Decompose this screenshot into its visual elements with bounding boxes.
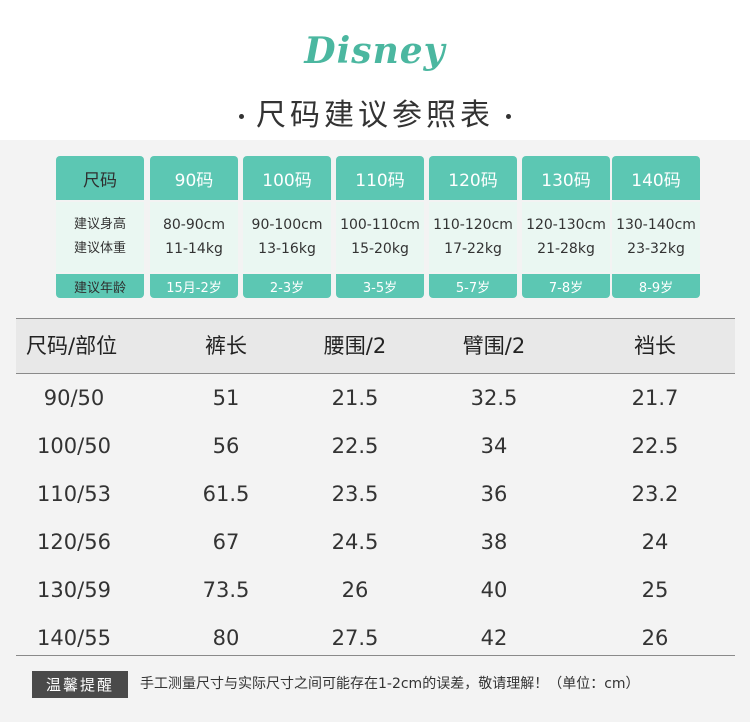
size-head: 100码 [243,156,331,200]
cell-size: 100/50 [37,434,111,458]
cell-waist: 26 [341,578,369,602]
size-height: 90-100cm [251,217,323,233]
size-grid-label-mid: 建议身高 建议体重 [56,202,144,272]
cell-crotch: 23.2 [631,482,679,506]
cell-crotch: 25 [641,578,669,602]
size-height: 100-110cm [340,217,420,233]
size-height: 110-120cm [433,217,513,233]
cell-pants-length: 56 [212,434,240,458]
label-weight: 建议体重 [73,241,126,256]
size-head: 130码 [522,156,610,200]
cell-size: 140/55 [37,626,111,650]
cell-pants-length: 51 [212,386,240,410]
notice-text: 手工测量尺寸与实际尺寸之间可能存在1-2cm的误差，敬请理解！（单位：cm） [140,676,640,692]
size-height: 130-140cm [616,217,696,233]
size-weight: 17-22kg [444,241,502,257]
disney-logo: Disney [304,30,446,72]
size-head: 90码 [150,156,238,200]
cell-size: 120/56 [37,530,111,554]
cell-waist: 22.5 [331,434,379,458]
size-age: 15月-2岁 [150,274,238,298]
title-text: 尺码建议参照表 [256,98,494,133]
size-weight: 15-20kg [351,241,409,257]
cell-crotch: 22.5 [631,434,679,458]
cell-arm: 34 [480,434,508,458]
cell-waist: 27.5 [331,626,379,650]
cell-arm: 32.5 [470,386,518,410]
header-crotch: 裆长 [634,334,676,358]
table-row: 130/59 73.5 26 40 25 [16,566,735,614]
measurement-table-header: 尺码/部位 裤长 腰围/2 臂围/2 裆长 [16,318,735,374]
size-age: 8-9岁 [612,274,700,298]
header: Disney 尺码建议参照表 [0,0,750,140]
size-age: 7-8岁 [522,274,610,298]
cell-waist: 21.5 [331,386,379,410]
header-size: 尺码/部位 [26,334,118,358]
size-head: 140码 [612,156,700,200]
size-height: 120-130cm [526,217,606,233]
size-grid-label-foot: 建议年龄 [56,274,144,298]
title-dot-right [506,114,511,119]
size-grid-label-head: 尺码 [56,156,144,200]
cell-pants-length: 67 [212,530,240,554]
cell-crotch: 26 [641,626,669,650]
cell-arm: 36 [480,482,508,506]
size-mid: 110-120cm 17-22kg [429,202,517,272]
cell-size: 90/50 [43,386,105,410]
size-height: 80-90cm [162,217,225,233]
size-head: 120码 [429,156,517,200]
size-age: 3-5岁 [336,274,424,298]
size-mid: 120-130cm 21-28kg [522,202,610,272]
cell-size: 130/59 [37,578,111,602]
size-age: 2-3岁 [243,274,331,298]
cell-pants-length: 80 [212,626,240,650]
label-height: 建议身高 [73,217,126,232]
title-dot-left [239,114,244,119]
cell-arm: 42 [480,626,508,650]
cell-crotch: 24 [641,530,669,554]
cell-arm: 38 [480,530,508,554]
size-age: 5-7岁 [429,274,517,298]
table-bottom-divider [16,655,735,656]
cell-crotch: 21.7 [631,386,679,410]
cell-waist: 24.5 [331,530,379,554]
header-pants-length: 裤长 [205,334,247,358]
table-row: 110/53 61.5 23.5 36 23.2 [16,470,735,518]
size-head: 110码 [336,156,424,200]
cell-waist: 23.5 [331,482,379,506]
size-mid: 100-110cm 15-20kg [336,202,424,272]
table-row: 120/56 67 24.5 38 24 [16,518,735,566]
size-weight: 11-14kg [165,241,223,257]
page-title: 尺码建议参照表 [0,90,750,134]
cell-pants-length: 73.5 [202,578,250,602]
notice-badge: 温馨提醒 [32,671,128,698]
table-row: 90/50 51 21.5 32.5 21.7 [16,374,735,422]
header-arm: 臂围/2 [462,334,526,358]
header-waist: 腰围/2 [323,334,387,358]
size-mid: 90-100cm 13-16kg [243,202,331,272]
size-weight: 13-16kg [258,241,316,257]
size-weight: 23-32kg [627,241,685,257]
cell-size: 110/53 [37,482,111,506]
size-weight: 21-28kg [537,241,595,257]
cell-arm: 40 [480,578,508,602]
table-row: 140/55 80 27.5 42 26 [16,614,735,662]
size-mid: 130-140cm 23-32kg [612,202,700,272]
table-row: 100/50 56 22.5 34 22.5 [16,422,735,470]
cell-pants-length: 61.5 [202,482,250,506]
size-mid: 80-90cm 11-14kg [150,202,238,272]
